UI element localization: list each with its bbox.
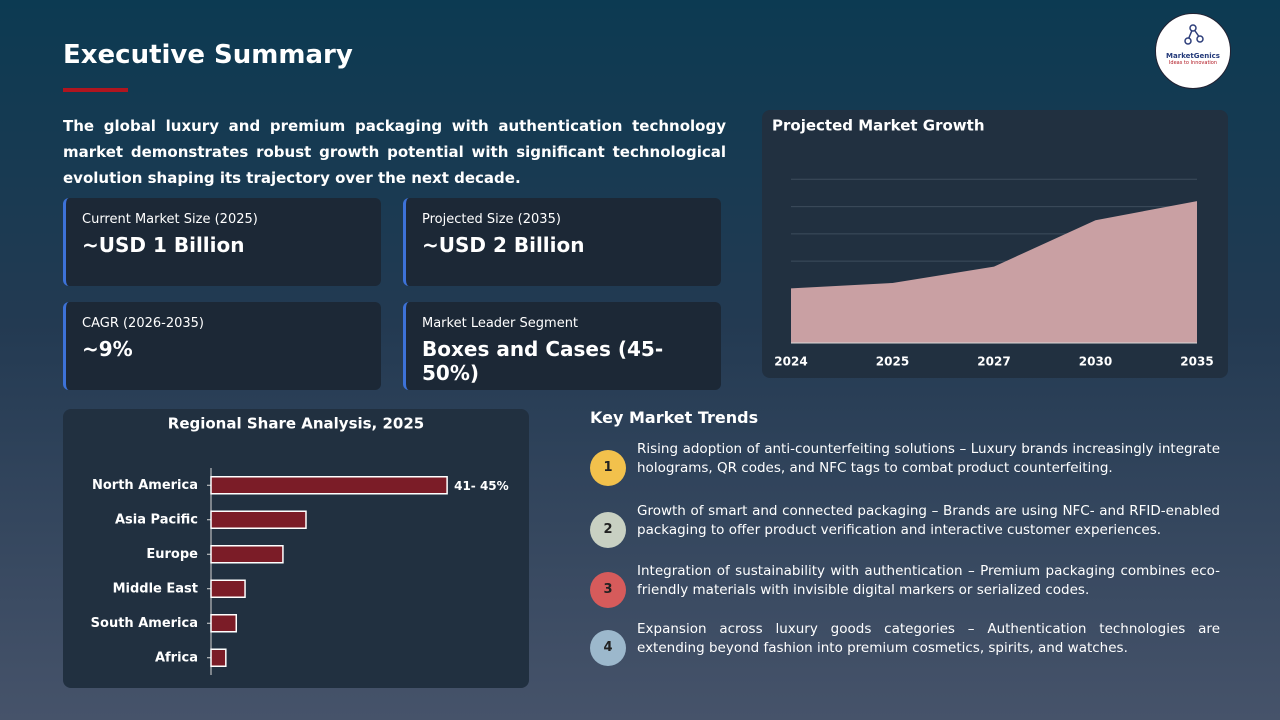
stat-value: Boxes and Cases (45-50%): [422, 337, 664, 385]
bar: [210, 579, 246, 598]
chart-title: Regional Share Analysis, 2025: [168, 415, 424, 433]
stat-card: CAGR (2026-2035) ~9%: [63, 302, 381, 390]
chart-panel: Projected Market Growth 2024 2025 2027 2030 2…: [762, 110, 1228, 378]
bar: [210, 476, 448, 495]
stat-label: CAGR (2026-2035): [82, 316, 204, 331]
y-tick-label: Europe: [146, 547, 198, 562]
logo: MarketGenics Ideas to Innovation: [1155, 13, 1231, 89]
stat-label: Projected Size (2035): [422, 212, 561, 227]
trend-item: 1 Rising adoption of anti-counterfeiting …: [590, 441, 1220, 494]
logo-name: MarketGenics: [1166, 52, 1220, 60]
x-tick-label: 2025: [876, 355, 909, 369]
trend-number: 1: [590, 450, 626, 486]
stat-value: ~USD 1 Billion: [82, 233, 245, 257]
intro-text: The global luxury and premium packaging …: [63, 117, 726, 187]
chart-panel: Regional Share Analysis, 2025 North Ameri…: [63, 409, 529, 688]
chart-title: Projected Market Growth: [772, 117, 985, 135]
stat-card: Market Leader Segment Boxes and Cases (45…: [403, 302, 721, 390]
logo-tagline: Ideas to Innovation: [1168, 60, 1218, 66]
x-tick-label: 2035: [1180, 355, 1213, 369]
y-tick-label: North America: [92, 478, 198, 493]
trend-text: Rising adoption of anti-counterfeiting s…: [637, 441, 1220, 476]
trend-text: Growth of smart and connected packaging …: [637, 503, 1220, 538]
bar: [210, 545, 284, 564]
logo-icon: [1184, 24, 1204, 45]
stat-card: Current Market Size (2025) ~USD 1 Billion: [63, 198, 381, 286]
x-tick-label: 2027: [977, 355, 1010, 369]
y-tick-label: Middle East: [113, 581, 198, 596]
trend-item: 3 Integration of sustainability with auth…: [590, 563, 1220, 616]
trend-number: 4: [590, 630, 626, 666]
bar: [210, 648, 227, 667]
trend-text: Integration of sustainability with authe…: [637, 563, 1220, 598]
area-chart: Projected Market Growth 2024 2025 2027 2030 2…: [772, 117, 1214, 369]
slide-title: Executive Summary: [63, 40, 353, 70]
y-tick-label: Africa: [155, 650, 198, 665]
stat-value: ~9%: [82, 337, 133, 361]
bar-chart: Regional Share Analysis, 2025 North Ameri…: [91, 415, 509, 675]
y-tick-label: South America: [91, 616, 198, 631]
x-tick-label: 2024: [774, 355, 807, 369]
bar: [210, 614, 238, 633]
trend-item: 4 Expansion across luxury goods categorie…: [590, 621, 1220, 674]
y-tick-label: Asia Pacific: [115, 512, 198, 527]
title-underline: [63, 88, 128, 92]
trend-number: 3: [590, 572, 626, 608]
stat-label: Market Leader Segment: [422, 316, 579, 331]
trend-item: 2 Growth of smart and connected packaging…: [590, 503, 1220, 556]
stat-label: Current Market Size (2025): [82, 212, 258, 227]
stat-card: Projected Size (2035) ~USD 2 Billion: [403, 198, 721, 286]
x-tick-label: 2030: [1079, 355, 1112, 369]
trend-number: 2: [590, 512, 626, 548]
area: [791, 201, 1197, 343]
value-label: 41- 45%: [454, 479, 509, 493]
stat-value: ~USD 2 Billion: [422, 233, 585, 257]
trend-text: Expansion across luxury goods categories…: [637, 621, 1220, 656]
bar: [210, 510, 307, 529]
trends-title: Key Market Trends: [590, 408, 759, 427]
